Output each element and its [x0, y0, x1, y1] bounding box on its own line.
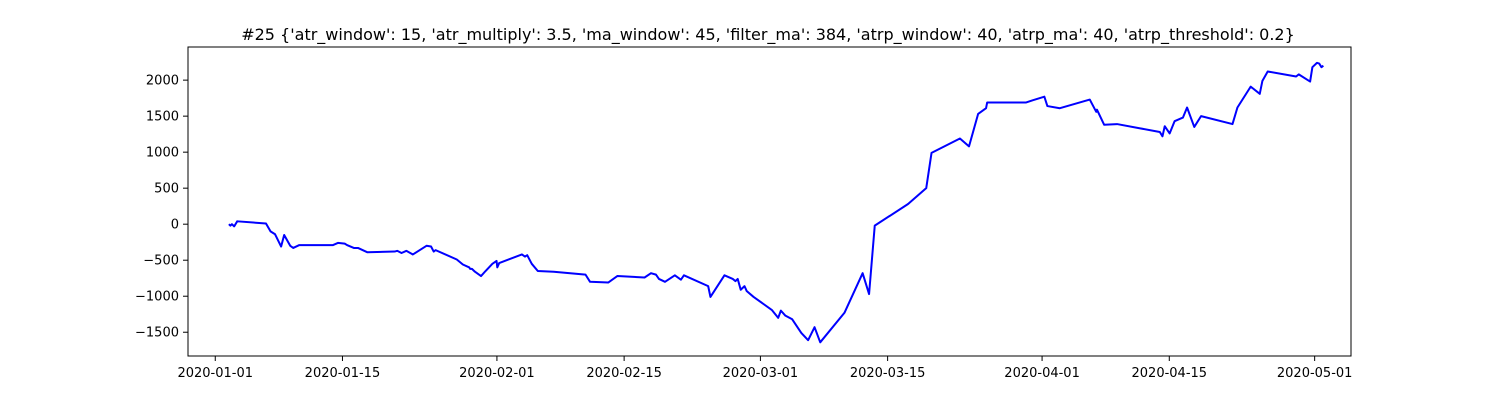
x-tick-label: 2020-02-15 [586, 366, 662, 381]
x-axis: 2020-01-01 2020-01-15 2020-02-01 2020-02-15… [177, 356, 1352, 381]
y-tick-label: 2000 [146, 74, 179, 89]
y-axis: 2000 1500 1000 500 0 −500 −1000 −1500 [135, 74, 188, 341]
chart-title: #25 {'atr_window': 15, 'atr_multiply': 3… [241, 25, 1295, 45]
y-tick-label: 0 [171, 218, 179, 233]
series-line-0 [228, 61, 1324, 344]
plot-area-frame [187, 46, 1352, 357]
x-tick-label: 2020-03-15 [850, 366, 926, 381]
x-tick-label: 2020-05-01 [1277, 366, 1353, 381]
y-tick-label: −500 [143, 254, 179, 269]
y-tick-label: −1000 [135, 290, 179, 305]
series-layer [228, 61, 1324, 344]
x-tick-label: 2020-01-01 [177, 366, 253, 381]
y-tick-label: −1500 [135, 326, 179, 341]
y-tick-label: 500 [154, 182, 179, 197]
x-tick-label: 2020-04-01 [1004, 366, 1080, 381]
x-tick-label: 2020-02-01 [459, 366, 535, 381]
x-tick-label: 2020-03-01 [723, 366, 799, 381]
x-tick-label: 2020-01-15 [305, 366, 381, 381]
y-tick-label: 1000 [146, 146, 179, 161]
x-tick-label: 2020-04-15 [1132, 366, 1208, 381]
y-tick-label: 1500 [146, 110, 179, 125]
